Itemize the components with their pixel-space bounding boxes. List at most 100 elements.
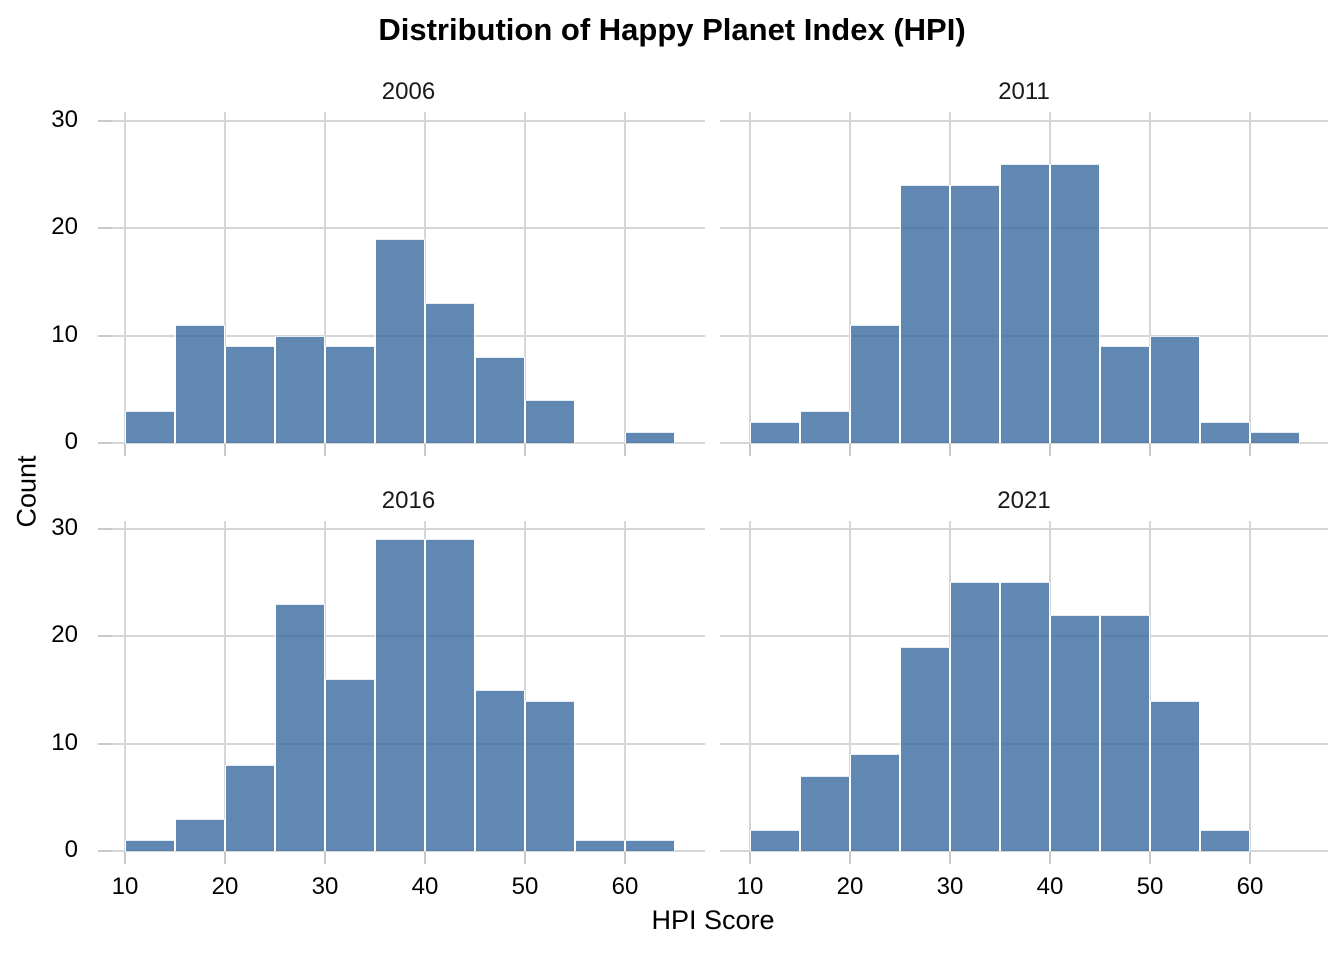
y-tick-label-20: 20 (51, 621, 78, 648)
gridline-x-10 (749, 112, 751, 443)
gridline-x-50 (1149, 112, 1151, 443)
gridline-x-50 (1149, 521, 1151, 851)
x-tick-label-60: 60 (1236, 873, 1264, 900)
gridline-x-40 (424, 112, 426, 443)
x-tick-mark (949, 444, 951, 456)
histogram-bar-2006-10 (125, 410, 175, 443)
y-tick-mark (98, 119, 112, 122)
gridline-y-30 (720, 527, 1328, 530)
histogram-bar-2016-10 (125, 840, 175, 851)
y-tick-label-10: 10 (51, 320, 78, 348)
histogram-bar-2006-50 (525, 400, 575, 443)
x-tick-label-40: 40 (1036, 873, 1064, 900)
gridline-y-30 (112, 119, 705, 122)
gridline-x-20 (224, 521, 226, 851)
histogram-bar-2011-50 (1150, 335, 1200, 443)
facet-panel-2011 (720, 112, 1328, 444)
y-tick-mark (98, 635, 112, 637)
x-tick-mark (1149, 444, 1151, 456)
histogram-bar-2011-60 (1250, 432, 1300, 443)
x-tick-label-10: 10 (736, 873, 764, 900)
facet-strip-label-2021: 2021 (997, 487, 1051, 514)
histogram-bar-2021-30 (950, 582, 1000, 851)
x-tick-label-20: 20 (211, 873, 239, 900)
x-tick-mark (749, 852, 751, 864)
histogram-bar-2011-30 (950, 185, 1000, 443)
x-tick-label-60: 60 (611, 873, 639, 900)
gridline-x-20 (849, 112, 851, 443)
facet-strip-label-2011: 2011 (998, 78, 1050, 105)
x-tick-mark (124, 852, 126, 864)
histogram-bar-2021-10 (750, 829, 800, 851)
x-tick-label-50: 50 (1136, 873, 1164, 900)
y-tick-mark (98, 442, 112, 444)
gridline-y-30 (720, 119, 1328, 122)
gridline-x-30 (324, 112, 326, 443)
y-axis-label: Count (11, 455, 42, 528)
x-tick-mark (524, 444, 526, 456)
x-tick-label-50: 50 (511, 873, 539, 900)
x-tick-mark (224, 444, 226, 456)
x-tick-mark (849, 444, 851, 456)
x-tick-mark (1049, 852, 1051, 864)
x-tick-mark (324, 444, 326, 456)
y-tick-label-10: 10 (51, 728, 78, 756)
histogram-bar-2016-55 (575, 840, 625, 851)
x-tick-mark (749, 444, 751, 456)
x-tick-mark (849, 852, 851, 864)
histogram-bar-2021-50 (1150, 700, 1200, 851)
gridline-x-20 (224, 112, 226, 443)
y-tick-label-30: 30 (51, 105, 78, 133)
histogram-bar-2011-10 (750, 421, 800, 443)
x-tick-mark (424, 852, 426, 864)
histogram-bar-2021-35 (1000, 582, 1050, 851)
gridline-x-20 (849, 521, 851, 851)
y-tick-mark (98, 850, 112, 852)
histogram-bar-2016-50 (525, 700, 575, 851)
gridline-x-10 (124, 112, 126, 443)
y-tick-mark (98, 334, 112, 337)
histogram-bar-2016-35 (375, 539, 425, 851)
histogram-bar-2011-15 (800, 410, 850, 443)
histogram-bar-2021-15 (800, 775, 850, 851)
gridline-x-10 (124, 521, 126, 851)
gridline-y-0 (112, 442, 705, 444)
x-tick-mark (1049, 444, 1051, 456)
histogram-bar-2006-35 (375, 238, 425, 443)
x-tick-label-20: 20 (836, 873, 864, 900)
x-tick-label-30: 30 (936, 873, 964, 900)
x-tick-label-10: 10 (111, 873, 139, 900)
histogram-bar-2021-45 (1100, 614, 1150, 851)
chart-title: Distribution of Happy Planet Index (HPI) (378, 12, 966, 47)
x-tick-mark (949, 852, 951, 864)
histogram-bar-2016-30 (325, 679, 375, 851)
gridline-x-10 (749, 521, 751, 851)
histogram-bar-2011-20 (850, 324, 900, 443)
histogram-bar-2011-40 (1050, 163, 1100, 443)
histogram-bar-2016-15 (175, 818, 225, 851)
histogram-bar-2006-60 (625, 432, 675, 443)
gridline-y-0 (720, 442, 1328, 444)
y-tick-mark (98, 742, 112, 745)
histogram-bar-2006-15 (175, 324, 225, 443)
histogram-bar-2006-40 (425, 303, 475, 443)
gridline-x-60 (624, 521, 626, 851)
histogram-bar-2021-55 (1200, 829, 1250, 851)
gridline-x-60 (624, 112, 626, 443)
gridline-y-30 (112, 527, 705, 530)
x-tick-label-40: 40 (411, 873, 439, 900)
x-tick-mark (124, 444, 126, 456)
histogram-bar-2016-45 (475, 689, 525, 851)
x-tick-mark (324, 852, 326, 864)
facet-strip-label-2016: 2016 (381, 487, 436, 514)
gridline-x-60 (1249, 521, 1251, 851)
facet-panel-2016 (112, 521, 705, 852)
histogram-bar-2011-35 (1000, 163, 1050, 443)
y-tick-label-20: 20 (51, 213, 78, 240)
y-tick-mark (98, 527, 112, 530)
facet-panel-2006 (112, 112, 705, 444)
gridline-y-20 (112, 227, 705, 229)
x-tick-mark (1249, 852, 1251, 864)
x-tick-mark (624, 852, 626, 864)
